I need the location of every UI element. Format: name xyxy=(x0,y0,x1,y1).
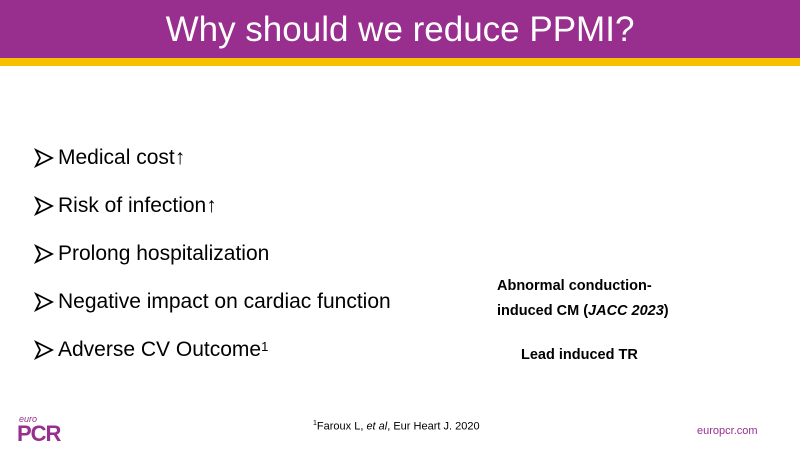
bullet: Negative impact on cardiac function xyxy=(34,290,391,314)
superscript: 1 xyxy=(261,338,269,354)
footnote-marker: 1 xyxy=(313,420,317,427)
bullet-text: Prolong hospitalization xyxy=(58,242,270,265)
slide-title: Why should we reduce PPMI? xyxy=(165,10,635,49)
footnote-italic: et al xyxy=(366,420,388,433)
side-note: Abnormal conduction-induced CM (JACC 202… xyxy=(497,274,669,324)
bullet: Risk of infection↑ xyxy=(34,194,217,218)
bullet-arrow xyxy=(34,340,54,360)
note-line: induced CM ( xyxy=(497,303,589,319)
bullet-arrow xyxy=(34,244,54,264)
logo-small: euro xyxy=(19,414,38,424)
footnote-text: Faroux L, xyxy=(316,420,367,433)
note-line: ) xyxy=(663,303,669,319)
bullet-arrow xyxy=(34,292,54,312)
note-line: Abnormal conduction- xyxy=(497,278,652,294)
bullet: Medical cost↑ xyxy=(34,146,185,170)
header-band xyxy=(0,0,800,58)
website: europcr.com xyxy=(697,425,758,437)
header-stripe xyxy=(0,58,800,66)
bullet-text: Medical cost↑ xyxy=(58,146,186,169)
bullet-text: Risk of infection↑ xyxy=(58,194,217,217)
footnote: 1Faroux L, et al, Eur Heart J. 2020 xyxy=(313,420,480,433)
logo-large: PCR xyxy=(17,421,61,446)
bullet: Adverse CV Outcome 1 xyxy=(34,338,268,362)
footnote-text: , Eur Heart J. 2020 xyxy=(387,420,480,433)
note-italic: JACC 2023 xyxy=(588,303,664,319)
bullet: Prolong hospitalization xyxy=(34,242,269,266)
bullet-text: Negative impact on cardiac function xyxy=(58,290,391,313)
side-note: Lead induced TR xyxy=(521,343,638,368)
bullet-arrow xyxy=(34,196,54,216)
note-line: Lead induced TR xyxy=(521,347,638,363)
bullet-text: Adverse CV Outcome xyxy=(58,338,262,361)
bullet-arrow xyxy=(34,148,54,168)
